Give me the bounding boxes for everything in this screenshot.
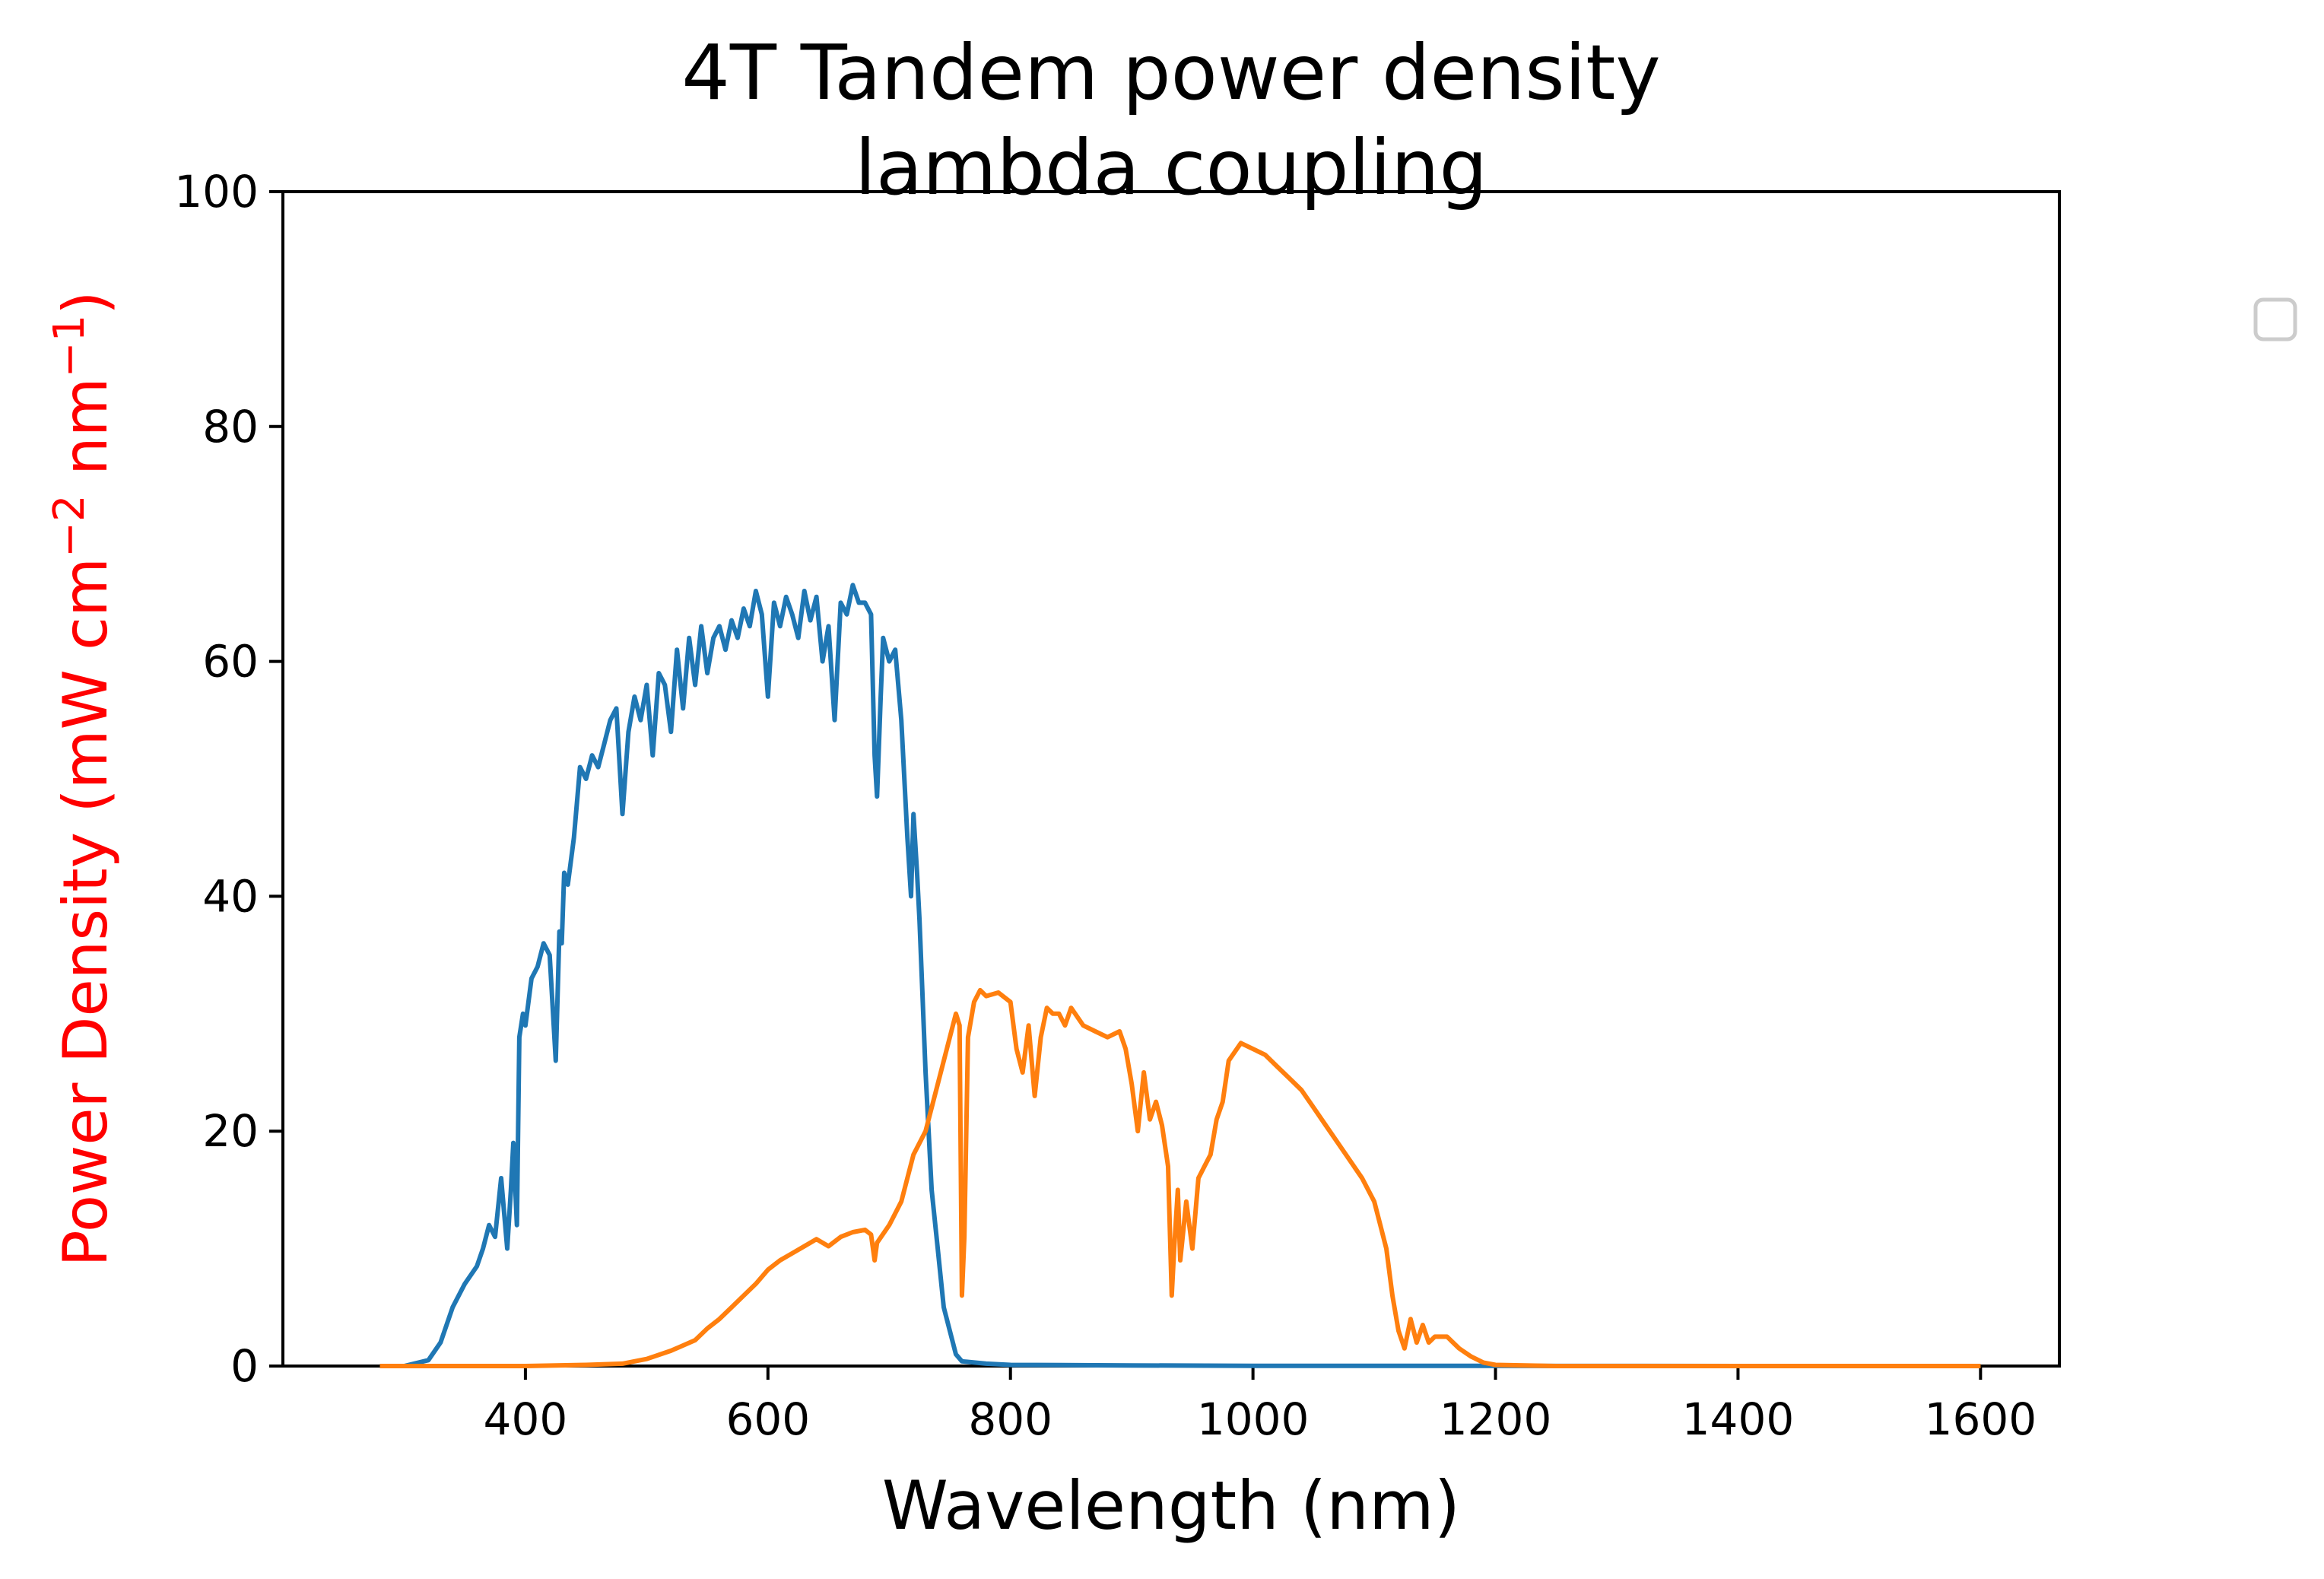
y-tick-label: 40	[202, 870, 259, 922]
legend-box[interactable]	[2253, 297, 2297, 342]
y-axis-label-mid: nm	[50, 377, 121, 494]
y-axis-label-main: Power Density (mW cm	[50, 558, 121, 1266]
x-tick-label: 600	[725, 1393, 810, 1445]
x-axis: 400 600 800 1000 1200 1400 1600	[484, 1366, 2037, 1445]
x-tick-label: 1400	[1682, 1393, 1795, 1445]
x-tick-label: 1200	[1440, 1393, 1552, 1445]
plot-area	[281, 190, 2061, 1368]
y-axis-label-end: )	[50, 291, 121, 315]
y-axis-label: Power Density (mW cm−2 nm−1)	[45, 291, 121, 1267]
y-tick-label: 100	[174, 166, 259, 218]
x-tick-label: 1000	[1197, 1393, 1310, 1445]
chart-title-line-2: lambda coupling	[855, 123, 1487, 212]
y-tick-label: 80	[202, 401, 259, 453]
y-tick-label: 60	[202, 636, 259, 688]
series-line-1	[379, 583, 1981, 1368]
chart-title-line-1: 4T Tandem power density	[681, 28, 1660, 117]
x-tick-label: 800	[968, 1393, 1052, 1445]
series-group	[379, 583, 1981, 1368]
y-axis: 0 20 40 60 80 100	[174, 166, 283, 1392]
series-line-2	[379, 987, 1981, 1368]
y-tick-label: 0	[230, 1340, 259, 1392]
y-axis-label-sup-2: −1	[45, 315, 94, 378]
y-tick-label: 20	[202, 1105, 259, 1157]
x-tick-label: 400	[484, 1393, 568, 1445]
x-axis-label: Wavelength (nm)	[882, 1466, 1460, 1545]
y-axis-label-sup-1: −2	[45, 494, 94, 558]
x-tick-label: 1600	[1925, 1393, 2037, 1445]
